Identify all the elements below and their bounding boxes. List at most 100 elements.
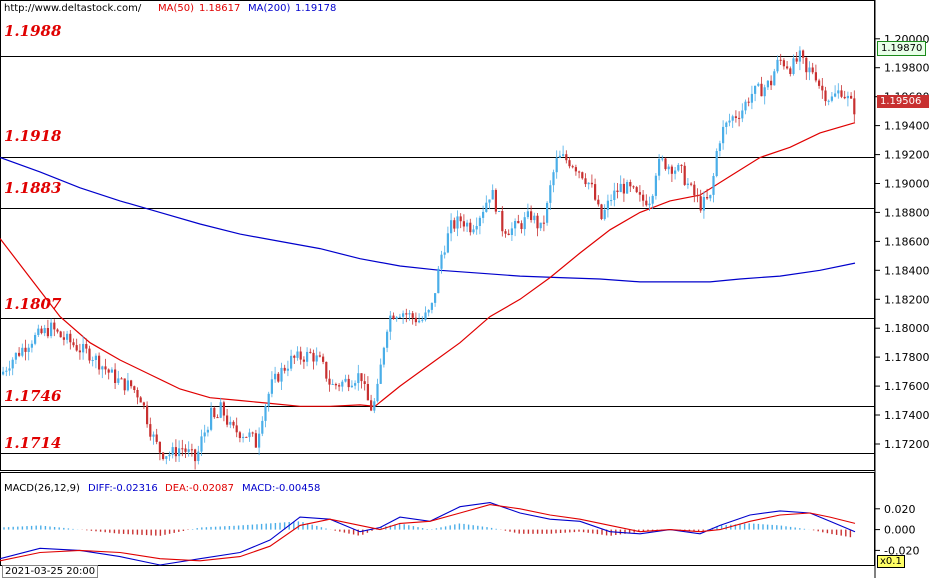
candle-body	[478, 217, 481, 226]
candle-body	[149, 424, 152, 437]
candle-body	[581, 172, 584, 179]
candle-body	[517, 221, 520, 224]
candle-body	[693, 184, 696, 196]
macd-tick-label: -0.020	[884, 544, 919, 557]
candle-body	[139, 397, 142, 403]
macd-tick-label: 0.000	[884, 524, 916, 537]
last-price-badge: 1.19506	[877, 95, 929, 108]
candle-body	[450, 220, 453, 234]
candle-body	[827, 100, 830, 102]
candle-body	[667, 166, 670, 170]
candle-body	[405, 313, 408, 315]
candle-body	[104, 366, 107, 370]
candle-body	[27, 347, 30, 352]
candle-body	[446, 233, 449, 253]
candle-body	[779, 59, 782, 61]
ma200-label: MA(200)	[248, 3, 291, 14]
candle-body	[434, 293, 437, 303]
candle-body	[117, 378, 120, 383]
candle-body	[795, 58, 798, 62]
y-tick-label: 1.17200	[884, 438, 930, 451]
candle-body	[213, 407, 216, 418]
candle-body	[411, 313, 414, 318]
candle-body	[328, 378, 331, 385]
candle-body	[523, 217, 526, 230]
candle-body	[395, 317, 398, 319]
candle-body	[123, 378, 126, 391]
candle-body	[82, 344, 85, 353]
y-tick-label: 1.17800	[884, 351, 930, 364]
candle-body	[750, 93, 753, 103]
candle-body	[75, 345, 78, 351]
candle-body	[242, 436, 245, 439]
macd-value: MACD:-0.00458	[242, 483, 321, 494]
candle-body	[494, 190, 497, 212]
candle-body	[427, 310, 430, 313]
candle-body	[443, 252, 446, 255]
candle-body	[277, 373, 280, 382]
candle-body	[392, 315, 395, 319]
candle-body	[488, 199, 491, 203]
candle-body	[760, 83, 763, 97]
candle-body	[770, 80, 773, 86]
candle-body	[773, 71, 776, 86]
candle-body	[482, 211, 485, 218]
candle-body	[558, 155, 561, 158]
candle-body	[296, 351, 299, 358]
candle-body	[318, 355, 321, 357]
candle-body	[674, 170, 677, 174]
candle-body	[325, 361, 328, 379]
candle-body	[498, 211, 501, 212]
candle-body	[456, 216, 459, 229]
ma200-value: 1.19178	[295, 3, 337, 14]
candle-body	[728, 120, 731, 123]
candle-body	[632, 186, 635, 188]
candle-body	[114, 369, 117, 383]
candle-body	[766, 80, 769, 88]
scale-badge[interactable]: x0.1	[877, 555, 905, 568]
candle-body	[542, 222, 545, 224]
candle-body	[594, 184, 597, 200]
candle-body	[430, 302, 433, 310]
candle-body	[606, 200, 609, 210]
ma200-line	[0, 156, 856, 283]
candle-body	[216, 417, 219, 419]
candle-body	[130, 380, 133, 387]
level-label: 1.1714	[4, 434, 62, 452]
candle-body	[59, 331, 62, 338]
candle-body	[101, 366, 104, 370]
candle-body	[347, 378, 350, 388]
source-url[interactable]: http://www.deltastock.com/	[4, 3, 142, 14]
candle-body	[587, 182, 590, 185]
candle-body	[8, 368, 11, 371]
candle-body	[85, 344, 88, 349]
candle-body	[107, 369, 110, 373]
candle-body	[645, 200, 648, 206]
candle-body	[453, 220, 456, 229]
candle-body	[88, 348, 91, 361]
macd-name: MACD(26,12,9)	[4, 483, 80, 494]
candle-body	[690, 183, 693, 185]
candle-body	[709, 194, 712, 199]
candle-body	[14, 352, 17, 360]
candle-body	[530, 211, 533, 220]
candle-body	[546, 202, 549, 223]
macd-dea-line	[0, 504, 856, 562]
candle-body	[731, 116, 734, 121]
candle-body	[539, 222, 542, 229]
candle-body	[738, 117, 741, 119]
level-label: 1.1883	[4, 179, 62, 197]
candle-body	[686, 183, 689, 185]
ma50-line	[0, 122, 856, 407]
candle-body	[622, 183, 625, 194]
candle-body	[11, 359, 14, 369]
candle-body	[398, 316, 401, 318]
candle-body	[254, 433, 257, 448]
candle-body	[232, 421, 235, 426]
candle-body	[786, 66, 789, 69]
candle-body	[507, 233, 510, 235]
candle-body	[146, 405, 149, 425]
candle-body	[664, 158, 667, 170]
candle-body	[350, 385, 353, 388]
candle-body	[814, 72, 817, 81]
